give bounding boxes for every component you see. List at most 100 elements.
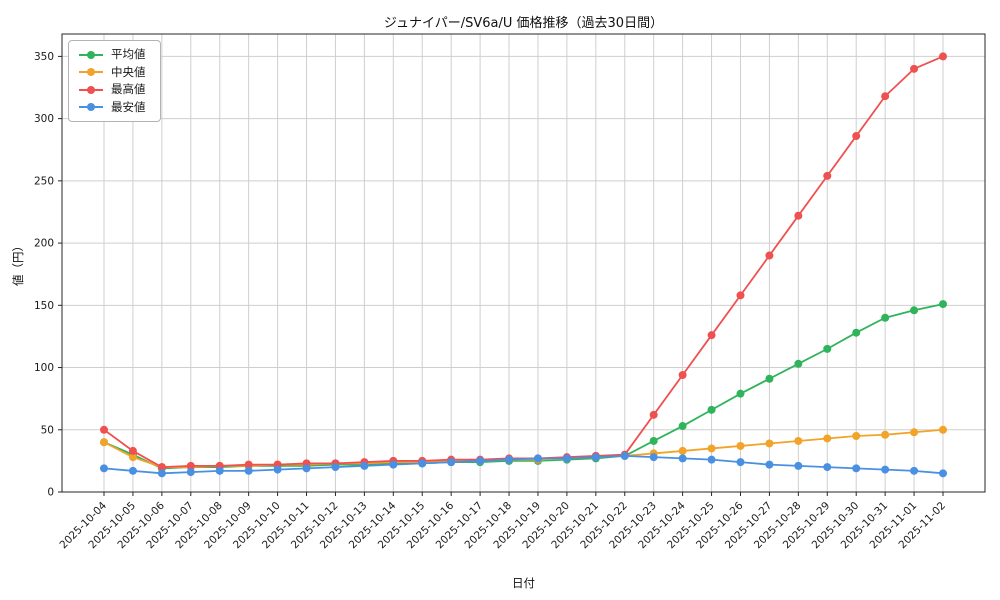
data-point [649, 436, 658, 445]
data-point [736, 291, 745, 300]
data-point [186, 461, 195, 470]
data-point [128, 446, 137, 455]
y-tick-label: 200 [34, 238, 54, 250]
data-point [794, 436, 803, 445]
data-point [852, 328, 861, 337]
x-axis-title: 日付 [512, 576, 535, 590]
data-point [389, 460, 398, 469]
data-point [244, 460, 253, 469]
y-tick-label: 100 [34, 362, 54, 374]
data-point [910, 466, 919, 475]
legend-item-min: 最安値 [79, 99, 146, 114]
legend-label-median: 中央値 [111, 64, 146, 79]
data-point [157, 469, 166, 478]
legend-item-average: 平均値 [79, 47, 146, 61]
legend-marker-min-icon [79, 102, 103, 112]
data-point [939, 425, 947, 434]
y-tick-label: 50 [41, 424, 54, 436]
data-point [128, 466, 137, 475]
data-point [360, 461, 369, 470]
data-point [678, 422, 687, 431]
data-point [765, 251, 774, 260]
y-tick-label: 150 [34, 300, 54, 312]
legend-label-max: 最高値 [111, 82, 146, 96]
series-3 [100, 451, 947, 478]
data-point [823, 463, 832, 472]
data-point [331, 463, 340, 472]
data-point [302, 464, 311, 473]
data-point [649, 410, 658, 419]
chart-title: ジュナイパー/SV6a/U 価格推移（過去30日間） [383, 16, 664, 31]
data-point [736, 389, 745, 398]
data-point [678, 446, 687, 455]
data-point [678, 454, 687, 463]
data-point [794, 461, 803, 470]
legend-label-min: 最安値 [111, 99, 146, 114]
series-line [103, 303, 944, 470]
tick-marks [58, 55, 944, 496]
data-point [533, 454, 542, 463]
data-point [765, 460, 774, 469]
data-point [215, 466, 224, 475]
data-point [157, 463, 166, 472]
data-point [852, 464, 861, 473]
axes-box [61, 33, 986, 493]
data-point [244, 466, 253, 475]
data-point [823, 344, 832, 353]
data-point [736, 458, 745, 467]
data-point [707, 444, 716, 453]
data-point [418, 459, 427, 468]
legend-marker-median-icon [79, 67, 103, 77]
legend-marker-max-icon [79, 85, 103, 95]
data-point [273, 465, 282, 474]
data-point [505, 455, 514, 464]
data-point [881, 92, 890, 101]
y-tick-label: 350 [34, 51, 54, 63]
data-point [910, 64, 919, 73]
data-point [100, 464, 108, 473]
data-point [823, 434, 832, 443]
series-0 [100, 300, 947, 473]
data-point [128, 453, 137, 462]
data-point [707, 405, 716, 414]
data-point [678, 371, 687, 380]
data-point [100, 425, 108, 434]
data-point [736, 441, 745, 450]
data-point [910, 428, 919, 437]
data-point [100, 438, 108, 447]
data-point [562, 454, 571, 463]
data-point [881, 430, 890, 439]
data-point [823, 171, 832, 180]
y-tick-label: 300 [34, 113, 54, 125]
y-tick-label: 0 [47, 487, 54, 499]
series-2 [100, 52, 947, 472]
data-point [794, 211, 803, 220]
data-point [939, 52, 947, 61]
data-point [707, 455, 716, 464]
x-tick-labels: 2025-10-042025-10-052025-10-062025-10-07… [57, 499, 948, 551]
data-point [881, 465, 890, 474]
data-point [910, 306, 919, 315]
series-1 [100, 425, 947, 472]
data-point [881, 313, 890, 322]
data-point [939, 300, 947, 309]
y-tick-labels: 0 50 100 150 200 250 300 350 [34, 51, 54, 499]
legend-item-max: 最高値 [79, 82, 146, 96]
data-point [794, 359, 803, 368]
data-point [765, 439, 774, 448]
data-point [852, 431, 861, 440]
data-point [476, 456, 485, 465]
series-line [103, 55, 944, 469]
legend-label-average: 平均値 [111, 47, 146, 61]
y-axis-title: 値（円） [11, 240, 25, 286]
y-tick-label: 250 [34, 175, 54, 187]
data-point [591, 453, 600, 462]
data-point [765, 374, 774, 383]
data-point [707, 331, 716, 340]
data-point [852, 132, 861, 141]
series-line [103, 455, 944, 475]
legend: 平均値 中央値 最高値 最安値 [68, 40, 161, 122]
data-point [186, 468, 195, 477]
